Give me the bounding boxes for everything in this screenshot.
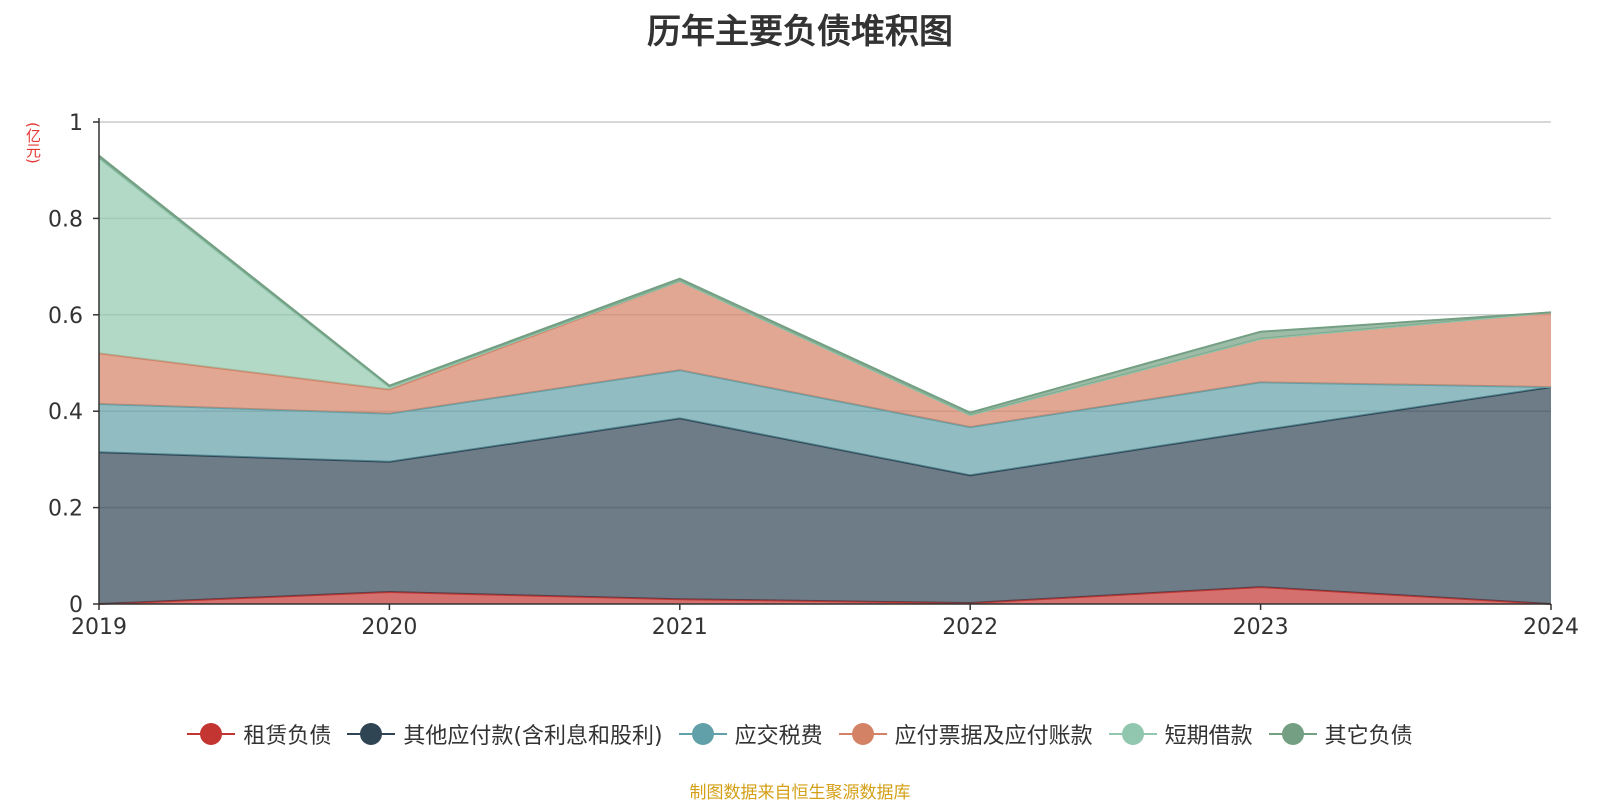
legend-marker-dot <box>691 723 714 745</box>
legend-marker-dot <box>360 723 383 745</box>
x-tick-label: 2022 <box>942 615 998 640</box>
legend-label: 其它负债 <box>1324 724 1413 749</box>
legend-item-2[interactable]: 其他应付款(含利息和股利) <box>347 718 663 750</box>
legend-marker-dot <box>1281 723 1304 745</box>
data-source-note: 制图数据来自恒生聚源数据库 <box>689 783 911 803</box>
legend-item-1[interactable]: 租赁负债 <box>187 718 331 750</box>
y-tick-label: 0.4 <box>48 400 83 425</box>
y-tick-label: 0.8 <box>48 207 83 232</box>
legend-marker <box>1268 723 1317 745</box>
y-tick-label: 0.2 <box>48 497 83 522</box>
legend: 租赁负债 其他应付款(含利息和股利) 应交税费 应付票据及应付账款 短期借款 其它负债 <box>0 718 1600 750</box>
legend-marker <box>187 723 236 745</box>
axes: 0 0.2 0.4 0.6 0.8 1 2019 2020 2021 2022 2023 2024 <box>48 111 1579 640</box>
legend-label: 短期借款 <box>1164 724 1253 749</box>
x-tick-label: 2020 <box>361 615 417 640</box>
legend-marker <box>678 723 727 745</box>
y-tick-label: 1 <box>69 111 83 136</box>
x-tick-label: 2021 <box>652 615 708 640</box>
x-tick-label: 2019 <box>71 615 127 640</box>
legend-label: 租赁负债 <box>243 724 332 749</box>
legend-label: 应交税费 <box>734 724 823 749</box>
chart-title: 历年主要负债堆积图 <box>647 12 953 52</box>
legend-marker <box>1108 723 1157 745</box>
area-series-line-6 <box>98 154 1552 414</box>
legend-label: 应付票据及应付账款 <box>894 724 1093 749</box>
x-tick-label: 2024 <box>1523 615 1579 640</box>
legend-item-5[interactable]: 短期借款 <box>1108 718 1253 750</box>
area-series <box>98 154 1552 605</box>
area-series-2 <box>99 387 1551 604</box>
area-series-3 <box>99 370 1551 476</box>
y-axis-unit: (亿元) <box>24 122 42 164</box>
legend-item-4[interactable]: 应付票据及应付账款 <box>838 718 1093 750</box>
y-tick-label: 0.6 <box>48 304 83 329</box>
legend-marker <box>838 723 887 745</box>
legend-marker <box>347 723 396 745</box>
legend-marker-dot <box>851 723 874 745</box>
area-series-4 <box>99 281 1551 428</box>
legend-marker-dot <box>1121 723 1144 745</box>
y-tick-label: 0 <box>69 593 83 618</box>
legend-marker-dot <box>200 723 223 745</box>
x-tick-label: 2023 <box>1233 615 1289 640</box>
legend-item-6[interactable]: 其它负债 <box>1268 718 1413 750</box>
legend-item-3[interactable]: 应交税费 <box>678 718 823 750</box>
legend-label: 其他应付款(含利息和股利) <box>403 724 663 749</box>
stacked-area-chart: 0 0.2 0.4 0.6 0.8 1 2019 2020 2021 2022 2023 2024 <box>48 111 1579 640</box>
